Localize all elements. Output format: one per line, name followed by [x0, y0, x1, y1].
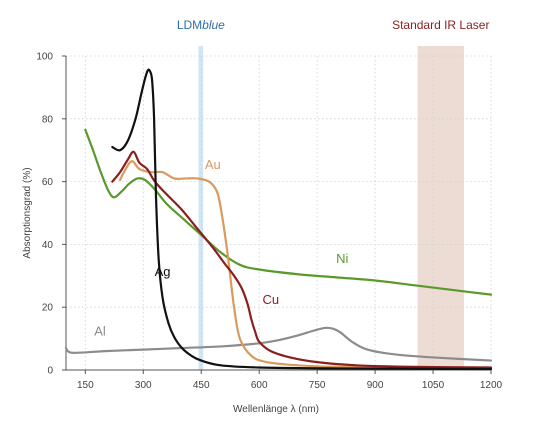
- y-tick-label: 40: [42, 240, 54, 251]
- series-line-al: [64, 326, 493, 362]
- x-tick-label: 300: [135, 380, 152, 391]
- series-label-cu: Cu: [262, 292, 279, 307]
- ir-laser-band: [417, 46, 464, 370]
- y-tick-label: 80: [42, 114, 54, 125]
- x-tick-label: 1050: [422, 380, 445, 391]
- x-tick-label: 750: [309, 380, 326, 391]
- series-label-al: Al: [94, 323, 106, 338]
- series-label-au: Au: [205, 157, 221, 172]
- ldm-blue-band-label: LDMblue: [177, 18, 225, 32]
- series-label-ag: Ag: [155, 264, 171, 279]
- series-line-au: [118, 160, 493, 370]
- grid-layer: [66, 55, 492, 370]
- series-line-ag: [111, 68, 493, 371]
- series-line-cu: [111, 150, 493, 369]
- series-layer: [64, 68, 493, 371]
- y-tick-label: 100: [36, 52, 53, 63]
- axes-layer: Wellenlänge λ (nm) Absorptionsgrad (%) 1…: [22, 52, 503, 416]
- x-tick-label: 600: [251, 380, 268, 391]
- y-tick-label: 60: [42, 177, 54, 188]
- ir-laser-band-label: Standard IR Laser: [392, 18, 489, 32]
- y-tick-label: 20: [42, 303, 54, 314]
- labels-layer: Au Ag Cu Ni Al: [94, 157, 348, 338]
- series-line-ni: [84, 128, 493, 296]
- y-tick-label: 0: [47, 366, 53, 377]
- series-label-ni: Ni: [336, 251, 348, 266]
- band-layer: LDMblue Standard IR Laser: [177, 18, 489, 370]
- x-tick-label: 900: [367, 380, 384, 391]
- y-axis-label: Absorptionsgrad (%): [22, 167, 33, 258]
- x-tick-label: 450: [193, 380, 210, 391]
- x-axis-label: Wellenlänge λ (nm): [233, 404, 319, 415]
- x-tick-label: 1200: [480, 380, 503, 391]
- x-tick-label: 150: [77, 380, 94, 391]
